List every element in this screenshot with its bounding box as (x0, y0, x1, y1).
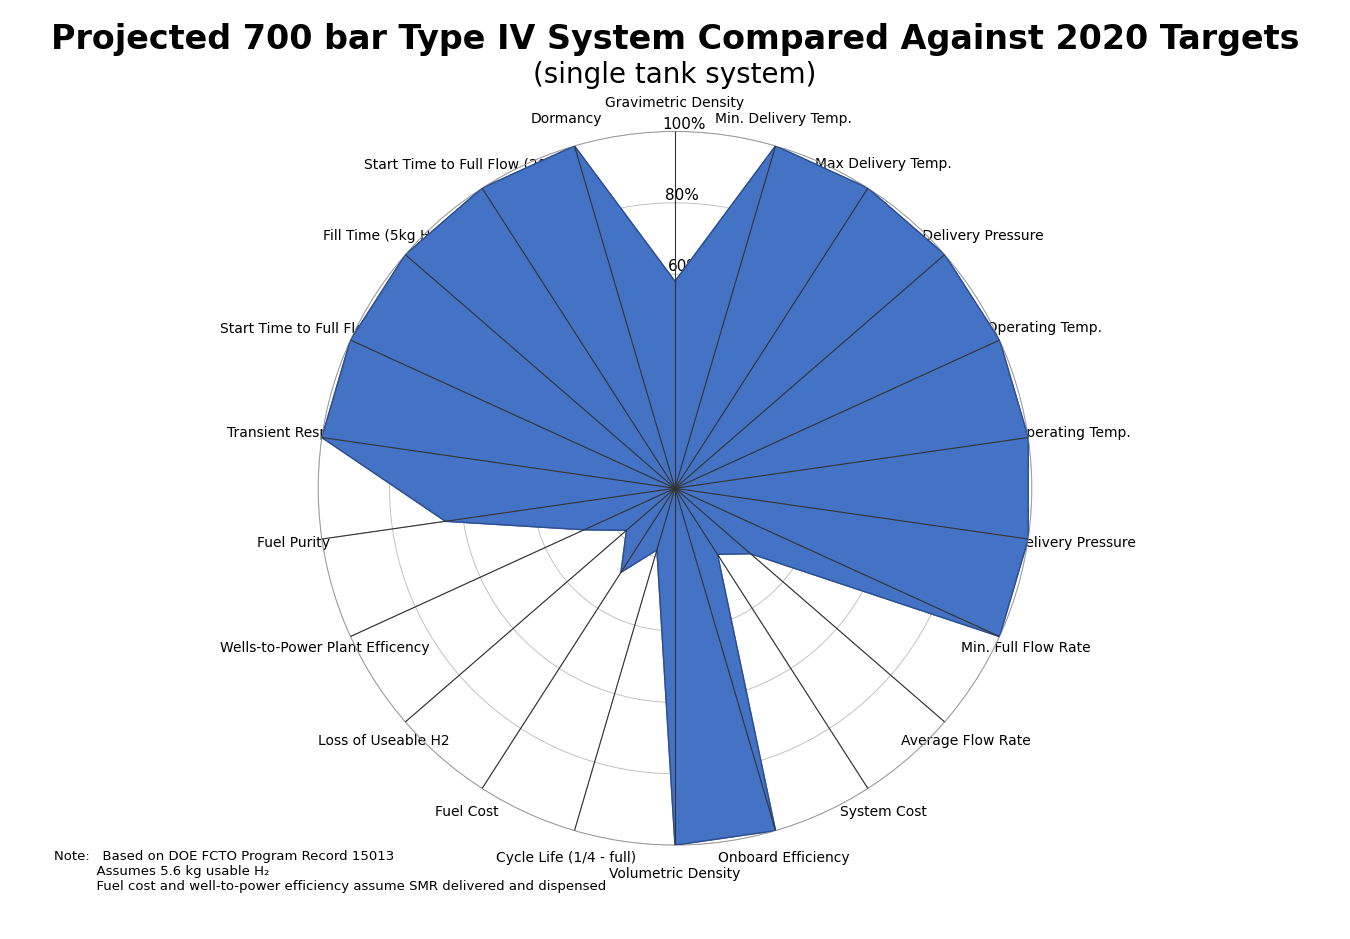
Text: Note:   Based on DOE FCTO Program Record 15013
          Assumes 5.6 kg usable H: Note: Based on DOE FCTO Program Record 1… (54, 850, 606, 893)
Text: (single tank system): (single tank system) (533, 61, 817, 89)
Text: Projected 700 bar Type IV System Compared Against 2020 Targets: Projected 700 bar Type IV System Compare… (51, 23, 1299, 56)
Polygon shape (321, 146, 1029, 845)
